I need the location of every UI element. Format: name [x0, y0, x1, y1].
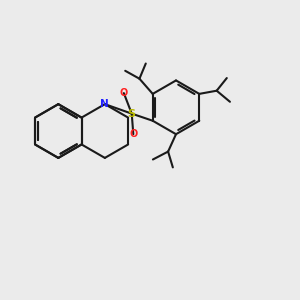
Text: S: S: [128, 109, 136, 118]
Text: O: O: [129, 129, 137, 139]
Text: N: N: [100, 99, 109, 109]
Text: O: O: [120, 88, 128, 98]
